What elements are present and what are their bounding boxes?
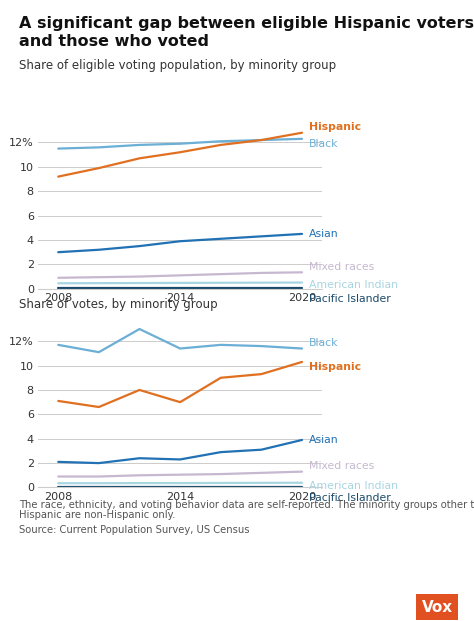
Text: and those who voted: and those who voted bbox=[19, 34, 209, 49]
Text: Pacific Islander: Pacific Islander bbox=[309, 294, 391, 304]
Text: The race, ethnicity, and voting behavior data are self-reported. The minority gr: The race, ethnicity, and voting behavior… bbox=[19, 500, 474, 510]
Text: Black: Black bbox=[309, 139, 338, 150]
Text: Hispanic are non-Hispanic only.: Hispanic are non-Hispanic only. bbox=[19, 510, 175, 520]
Text: Mixed races: Mixed races bbox=[309, 262, 374, 272]
Text: American Indian: American Indian bbox=[309, 481, 398, 491]
Text: Share of votes, by minority group: Share of votes, by minority group bbox=[19, 298, 218, 311]
Text: Hispanic: Hispanic bbox=[309, 363, 361, 373]
Text: American Indian: American Indian bbox=[309, 280, 398, 291]
Text: A significant gap between eligible Hispanic voters: A significant gap between eligible Hispa… bbox=[19, 16, 474, 30]
Text: Asian: Asian bbox=[309, 435, 338, 445]
Text: Vox: Vox bbox=[421, 600, 453, 615]
Text: Pacific Islander: Pacific Islander bbox=[309, 492, 391, 502]
Text: Mixed races: Mixed races bbox=[309, 461, 374, 471]
Text: Source: Current Population Survey, US Census: Source: Current Population Survey, US Ce… bbox=[19, 525, 249, 535]
Text: Share of eligible voting population, by minority group: Share of eligible voting population, by … bbox=[19, 59, 336, 72]
Text: Black: Black bbox=[309, 338, 338, 348]
Text: Asian: Asian bbox=[309, 229, 338, 239]
Text: Hispanic: Hispanic bbox=[309, 122, 361, 132]
